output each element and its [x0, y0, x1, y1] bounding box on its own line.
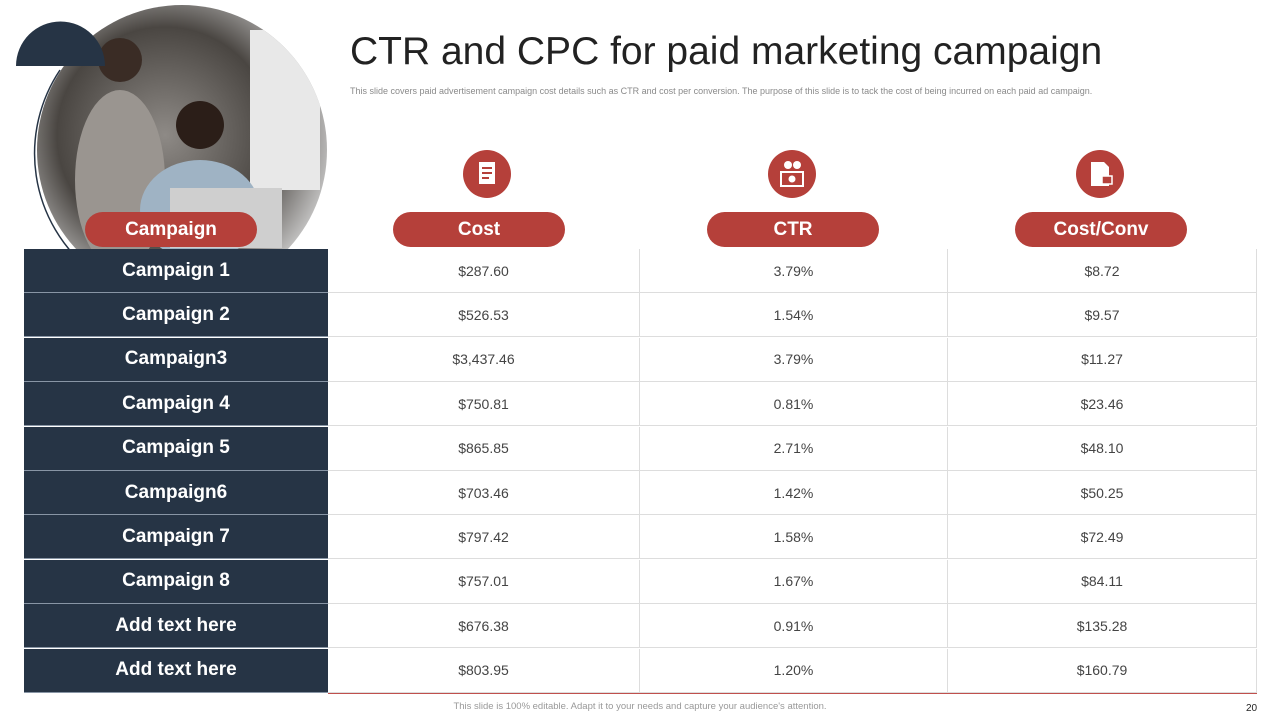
- table-cell: $50.25: [948, 471, 1257, 515]
- row-label: Campaign6: [24, 471, 328, 515]
- row-label: Add text here: [24, 604, 328, 649]
- column-header: Campaign: [85, 212, 257, 247]
- table-cell: 1.54%: [640, 293, 948, 338]
- table-row: Campaign 1 $287.60 3.79% $8.72: [24, 249, 1257, 293]
- table-cell: $797.42: [328, 515, 640, 560]
- title: CTR and CPC for paid marketing campaign: [350, 30, 1103, 73]
- row-label: Campaign 4: [24, 382, 328, 427]
- table-cell: $287.60: [328, 249, 640, 293]
- table-bottom-line: [328, 693, 1257, 694]
- table-cell: 0.91%: [640, 604, 948, 649]
- photo-decoration: [16, 5, 327, 295]
- table-row: Add text here $803.95 1.20% $160.79: [24, 648, 1257, 693]
- table-cell: 1.58%: [640, 515, 948, 560]
- row-label: Add text here: [24, 648, 328, 693]
- table-cell: $757.01: [328, 559, 640, 604]
- table-cell: $84.11: [948, 559, 1257, 604]
- column-header: Cost/Conv: [1015, 212, 1187, 247]
- footer-note: This slide is 100% editable. Adapt it to…: [453, 701, 827, 712]
- row-label: Campaign 7: [24, 515, 328, 560]
- row-label: Campaign 2: [24, 293, 328, 338]
- table-cell: $8.72: [948, 249, 1257, 293]
- table-cell: $72.49: [948, 515, 1257, 560]
- table-row: Campaign 7 $797.42 1.58% $72.49: [24, 515, 1257, 560]
- table-cell: $676.38: [328, 604, 640, 649]
- table-cell: $865.85: [328, 426, 640, 471]
- table-cell: 1.20%: [640, 648, 948, 693]
- subtitle: This slide covers paid advertisement cam…: [350, 86, 1093, 96]
- table-row: Campaign 4 $750.81 0.81% $23.46: [24, 382, 1257, 427]
- table-row: Campaign 2 $526.53 1.54% $9.57: [24, 293, 1257, 338]
- table-row: Campaign3 $3,437.46 3.79% $11.27: [24, 337, 1257, 382]
- table-cell: 1.42%: [640, 471, 948, 515]
- table-cell: $23.46: [948, 382, 1257, 427]
- table-cell: $703.46: [328, 471, 640, 515]
- row-label: Campaign3: [24, 337, 328, 382]
- row-label: Campaign 8: [24, 559, 328, 604]
- column-header: Cost: [393, 212, 565, 247]
- table-cell: $750.81: [328, 382, 640, 427]
- table-cell: 2.71%: [640, 426, 948, 471]
- row-label: Campaign 1: [24, 249, 328, 293]
- table-cell: $160.79: [948, 648, 1257, 693]
- table-row: Campaign6 $703.46 1.42% $50.25: [24, 471, 1257, 515]
- table-row: Campaign 8 $757.01 1.67% $84.11: [24, 559, 1257, 604]
- table-cell: 3.79%: [640, 249, 948, 293]
- table-cell: $9.57: [948, 293, 1257, 338]
- table-cell: $526.53: [328, 293, 640, 338]
- table-cell: $803.95: [328, 648, 640, 693]
- table-cell: 3.79%: [640, 337, 948, 382]
- table-row: Campaign 5 $865.85 2.71% $48.10: [24, 426, 1257, 471]
- cost-conv-icon: [1076, 150, 1124, 198]
- page-number: 20: [1246, 703, 1258, 714]
- cost-icon: [463, 150, 511, 198]
- table-cell: 0.81%: [640, 382, 948, 427]
- table-cell: $48.10: [948, 426, 1257, 471]
- table-cell: $135.28: [948, 604, 1257, 649]
- table-cell: 1.67%: [640, 559, 948, 604]
- column-header: CTR: [707, 212, 879, 247]
- table-cell: $11.27: [948, 337, 1257, 382]
- table-cell: $3,437.46: [328, 337, 640, 382]
- row-label: Campaign 5: [24, 426, 328, 471]
- table-row: Add text here $676.38 0.91% $135.28: [24, 604, 1257, 649]
- ctr-icon: [768, 150, 816, 198]
